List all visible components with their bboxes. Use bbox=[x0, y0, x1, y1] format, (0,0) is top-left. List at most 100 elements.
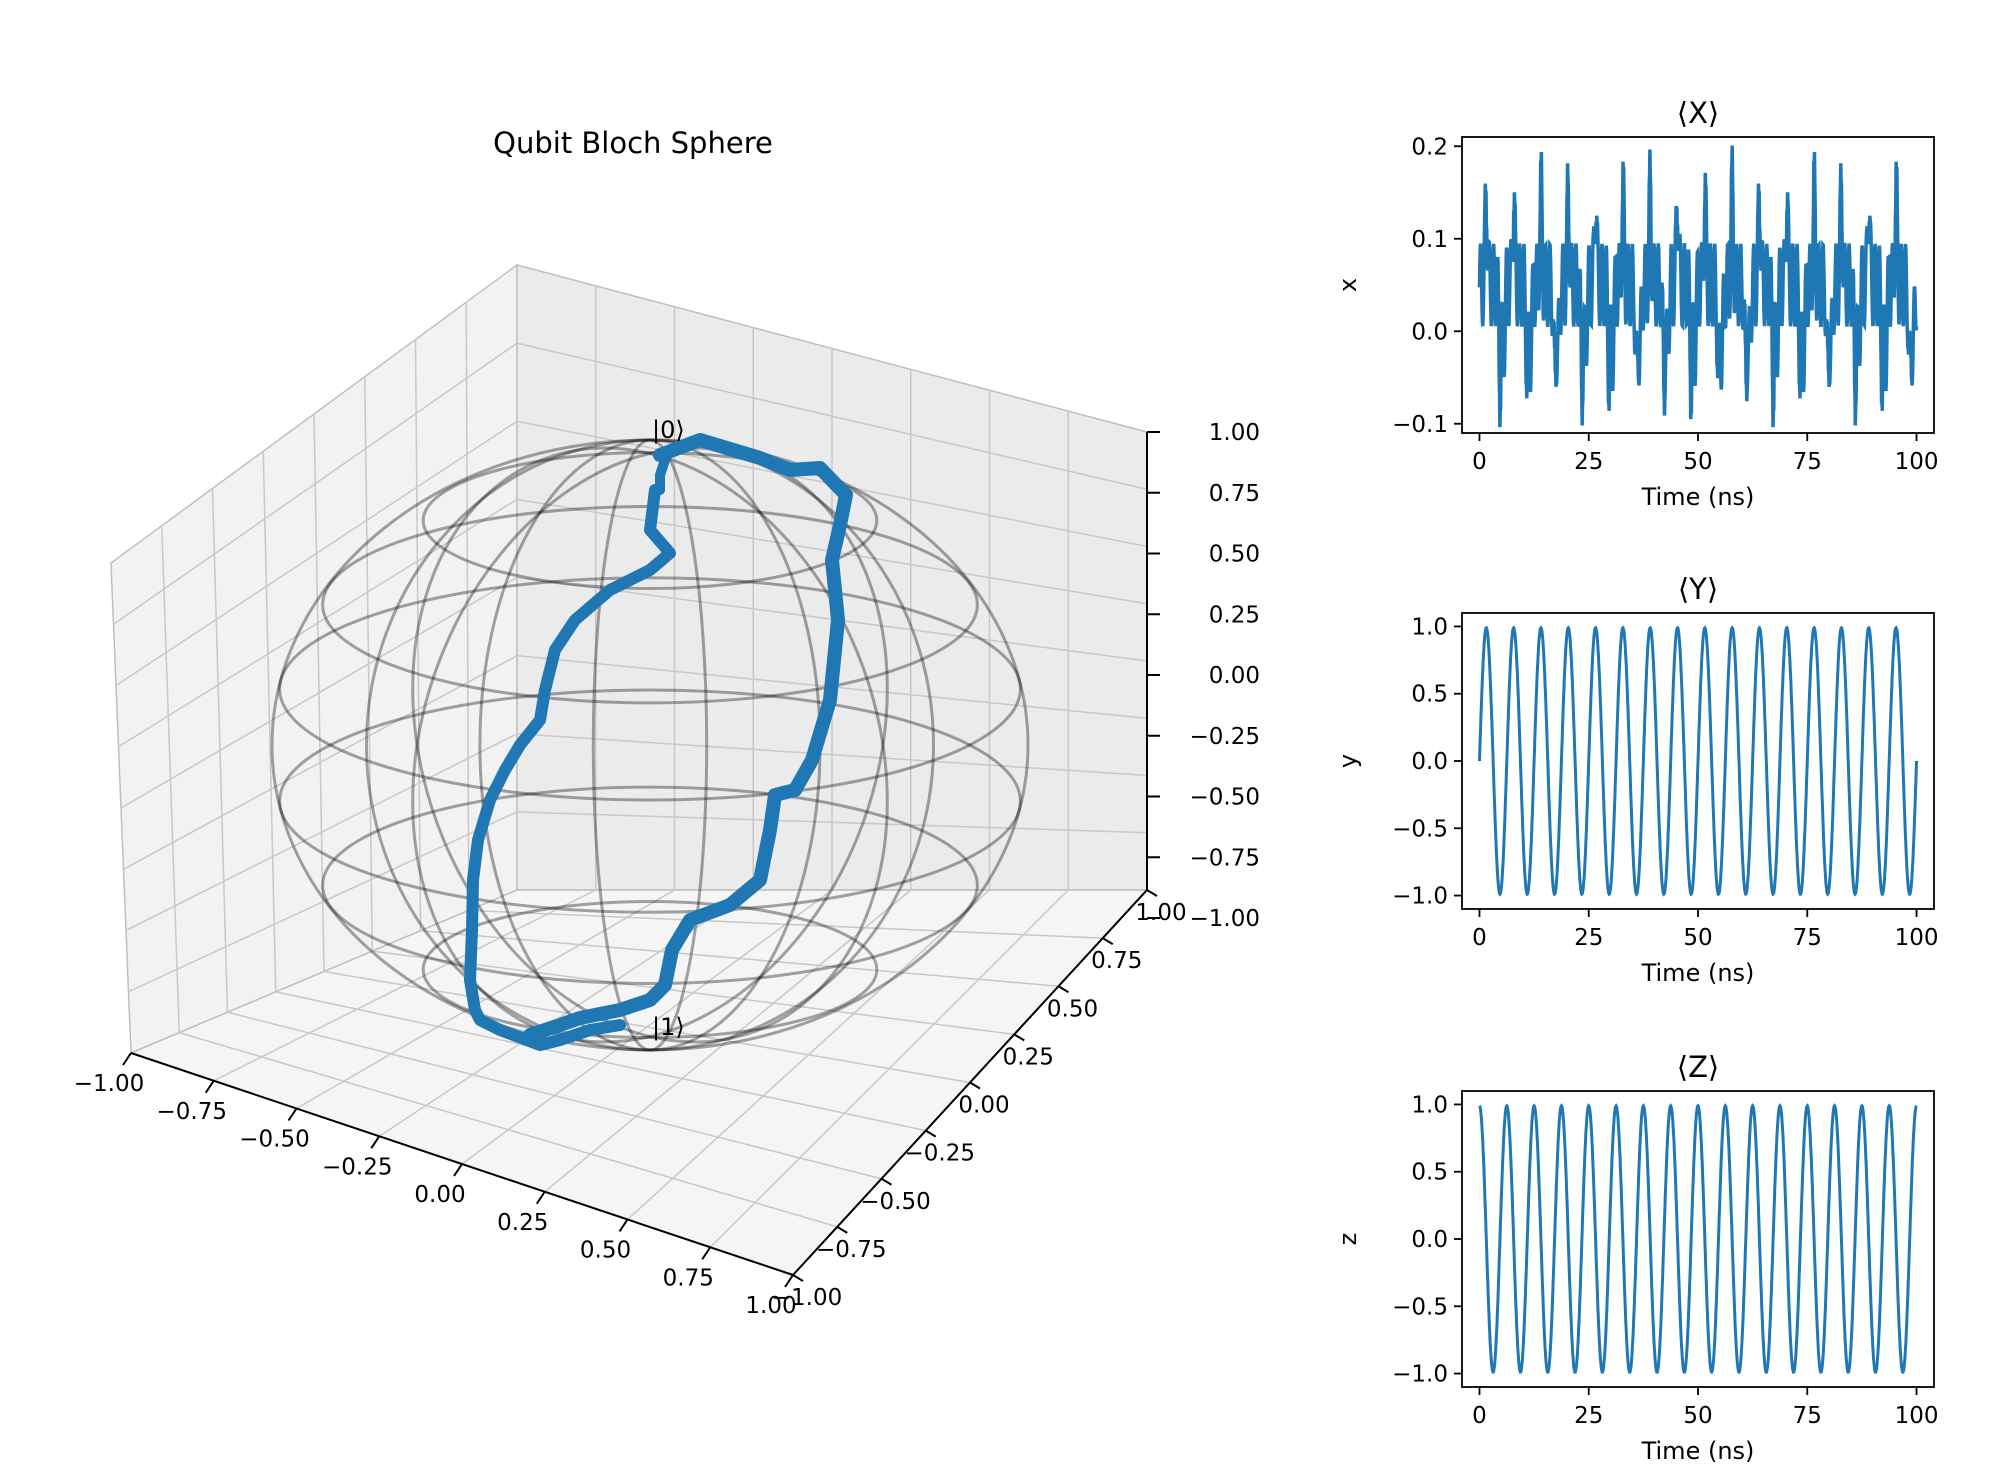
x-axis-label: Time (ns) bbox=[1641, 959, 1755, 987]
subplot-title: ⟨Z⟩ bbox=[1677, 1050, 1720, 1084]
y-tick-label: 0.00 bbox=[958, 1093, 1009, 1119]
x-tick-label: −0.75 bbox=[157, 1099, 227, 1125]
sphere-wireframe bbox=[270, 438, 1030, 1052]
longitude-circle bbox=[365, 438, 935, 1052]
subplot-title: ⟨X⟩ bbox=[1677, 96, 1720, 130]
y-tick-label: −0.25 bbox=[905, 1141, 975, 1167]
grid-line bbox=[123, 654, 518, 870]
z-tick-label: −0.75 bbox=[1190, 845, 1260, 871]
y-tick-label: −1.0 bbox=[1392, 1362, 1448, 1388]
y-tick bbox=[1013, 1033, 1025, 1042]
x-tick-label: 50 bbox=[1683, 925, 1712, 951]
y-tick bbox=[1102, 937, 1114, 945]
latitude-circle bbox=[321, 785, 979, 986]
grid-line bbox=[364, 376, 373, 952]
x-axis-label: Time (ns) bbox=[1641, 1437, 1755, 1465]
y-tick-label: −1.0 bbox=[1392, 884, 1448, 910]
x-tick-label: 0.25 bbox=[497, 1210, 548, 1236]
y-tick bbox=[880, 1177, 893, 1186]
y-axis-label: x bbox=[1334, 278, 1362, 292]
y-axis-label: z bbox=[1334, 1233, 1362, 1246]
x-tick-label: 75 bbox=[1793, 449, 1822, 475]
grid-line bbox=[709, 889, 1069, 1248]
subplot-title: ⟨Y⟩ bbox=[1678, 572, 1718, 606]
z-tick-label: 0.00 bbox=[1209, 663, 1260, 689]
y-tick bbox=[925, 1129, 937, 1138]
trajectory-ribbon-top bbox=[655, 455, 670, 495]
expectation-y-panel: ⟨Y⟩ 0 25 50 75 100 −1.0 −0.5 0.0 0.5 1.0 Time (ns) y bbox=[1334, 572, 1938, 987]
y-tick-label: 1.0 bbox=[1411, 614, 1448, 640]
expectation-x-panel: ⟨X⟩ 0 25 50 75 100 −0.1 0.0 0.1 0.2 Time (ns) x bbox=[1334, 96, 1938, 511]
x-tick-label: 100 bbox=[1895, 925, 1939, 951]
series-line bbox=[1477, 145, 1919, 428]
x-tick-label: 75 bbox=[1793, 925, 1822, 951]
pane-grid bbox=[113, 285, 1148, 1248]
state-label-0: |0⟩ bbox=[652, 416, 685, 444]
y-tick bbox=[792, 1274, 804, 1282]
x-tick bbox=[535, 1191, 546, 1205]
grid-line bbox=[372, 950, 1015, 1036]
x-tick bbox=[370, 1135, 381, 1149]
latitude-circle bbox=[278, 688, 1022, 914]
x-tick bbox=[701, 1246, 712, 1260]
grid-line bbox=[414, 339, 422, 931]
x-axis-ticks: −1.00 −0.75 −0.50 −0.25 0.00 0.25 0.50 0.75 1.00 bbox=[74, 1052, 797, 1319]
y-tick-label: 0.5 bbox=[1411, 682, 1448, 708]
x-tick-label: 1.00 bbox=[745, 1293, 796, 1319]
y-tick-label: −1.00 bbox=[772, 1285, 842, 1311]
series-line bbox=[1478, 1103, 1918, 1374]
bloch-sphere-panel: Qubit Bloch Sphere |0⟩ |1⟩ −1.00 −0.75 −0.… bbox=[74, 126, 1260, 1319]
x-tick-label: 0 bbox=[1472, 925, 1487, 951]
x-tick bbox=[453, 1163, 463, 1177]
y-axis-ticks: −1.00 −0.75 −0.50 −0.25 0.00 0.25 0.50 0.75 1.00 bbox=[772, 889, 1187, 1311]
y-tick-label: −0.75 bbox=[816, 1237, 886, 1263]
x-tick bbox=[618, 1218, 629, 1233]
y-tick-label: −0.5 bbox=[1392, 1294, 1448, 1320]
x-tick-label: −1.00 bbox=[74, 1071, 144, 1097]
trajectory-ribbon-front bbox=[464, 484, 676, 1051]
bloch-title: Qubit Bloch Sphere bbox=[493, 126, 773, 160]
y-tick-label: −0.50 bbox=[860, 1189, 930, 1215]
state-label-1: |1⟩ bbox=[652, 1013, 685, 1041]
x-tick-label: 0.75 bbox=[663, 1265, 714, 1291]
z-tick-label: 1.00 bbox=[1209, 420, 1260, 446]
y-tick-label: 0.1 bbox=[1411, 227, 1448, 253]
z-tick-label: −0.50 bbox=[1190, 785, 1260, 811]
x-tick-label: 0.00 bbox=[414, 1182, 465, 1208]
y-tick bbox=[1146, 889, 1158, 897]
y-tick-label: 0.5 bbox=[1411, 1160, 1448, 1186]
z-tick-label: 0.75 bbox=[1209, 481, 1260, 507]
grid-line bbox=[516, 733, 1148, 777]
sphere-outline bbox=[270, 438, 1030, 1052]
x-tick-label: 100 bbox=[1895, 1403, 1939, 1429]
y-tick-label: 1.0 bbox=[1411, 1092, 1448, 1118]
x-tick-label: 25 bbox=[1574, 925, 1603, 951]
x-tick bbox=[784, 1274, 794, 1288]
x-tick-label: 0 bbox=[1472, 449, 1487, 475]
y-tick bbox=[1057, 985, 1070, 994]
grid-line bbox=[323, 970, 971, 1084]
x-tick-label: 0 bbox=[1472, 1403, 1487, 1429]
trajectory-ribbon bbox=[523, 433, 853, 1042]
x-tick-label: 75 bbox=[1793, 1403, 1822, 1429]
z-axis-ticks: −1.00 −0.75 −0.50 −0.25 0.00 0.25 0.50 0.75 1.00 bbox=[1147, 420, 1260, 932]
y-tick-label: 0.0 bbox=[1411, 319, 1448, 345]
x-tick-label: 0.50 bbox=[580, 1238, 631, 1264]
latitude-circle bbox=[278, 576, 1022, 802]
z-tick-label: −0.25 bbox=[1190, 724, 1260, 750]
y-tick-label: 0.75 bbox=[1091, 948, 1142, 974]
longitude-circle bbox=[411, 446, 889, 1044]
x-tick-label: 25 bbox=[1574, 449, 1603, 475]
x-tick bbox=[287, 1107, 298, 1122]
y-tick-label: 0.2 bbox=[1411, 134, 1448, 160]
z-tick-label: −1.00 bbox=[1190, 906, 1260, 932]
latitude-circle bbox=[421, 450, 879, 591]
grid-line bbox=[125, 733, 518, 932]
y-tick-label: −0.5 bbox=[1392, 816, 1448, 842]
longitude-circle bbox=[591, 438, 709, 1052]
grid-line bbox=[420, 930, 1059, 987]
z-tick-label: 0.50 bbox=[1209, 542, 1260, 568]
x-tick-label: 25 bbox=[1574, 1403, 1603, 1429]
y-tick-label: 1.00 bbox=[1135, 900, 1186, 926]
y-axis-label: y bbox=[1334, 754, 1362, 768]
